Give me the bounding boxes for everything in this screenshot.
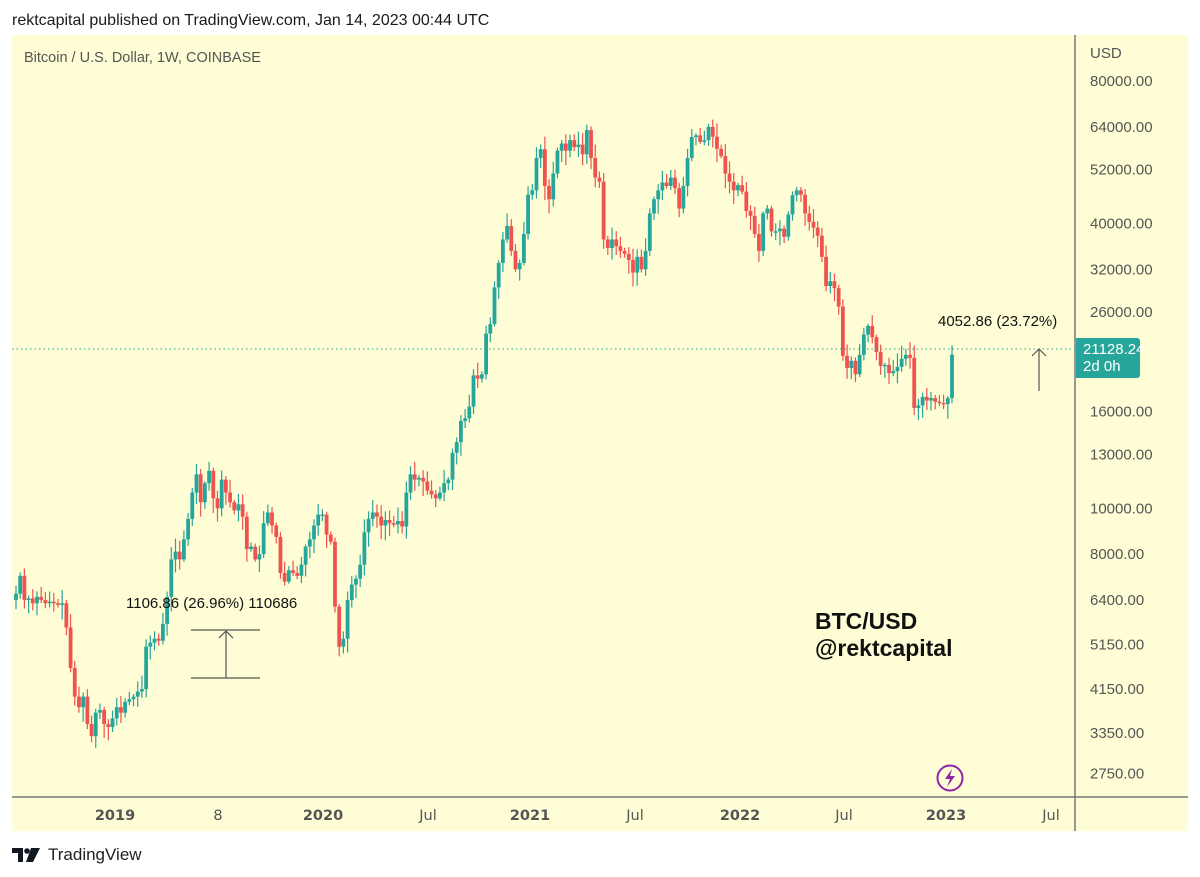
time-tick-label: Jul: [418, 808, 437, 824]
time-tick-label: 2019: [95, 808, 135, 824]
footer: TradingView: [12, 845, 142, 865]
price-tick-label: 3350.00: [1090, 725, 1144, 742]
watermark-symbol: BTC/USD: [815, 608, 918, 634]
time-tick-label: 2022: [720, 808, 760, 824]
measure-label-2019: 1106.86 (26.96%) 110686: [126, 595, 297, 612]
last-price-tag: 21128.24 2d 0h: [1076, 338, 1145, 378]
chart-area[interactable]: [12, 35, 1188, 831]
price-tick-label: 52000.00: [1090, 162, 1153, 179]
time-tick-label: Jul: [625, 808, 644, 824]
price-tick-label: 6400.00: [1090, 592, 1144, 609]
publish-header: rektcapital published on TradingView.com…: [12, 12, 490, 29]
time-tick-label: 8: [213, 808, 222, 824]
time-axis[interactable]: 2019 8 2020 Jul 2021 Jul 2022 Jul 2023 Jul: [95, 808, 1060, 824]
arrow-up-icon: [1031, 348, 1047, 357]
time-tick-label: 2023: [926, 808, 966, 824]
svg-text:USD: USD: [1090, 45, 1122, 62]
measure-tool-2023[interactable]: 4052.86 (23.72%): [938, 313, 1057, 391]
measure-tool-2019[interactable]: 1106.86 (26.96%) 110686: [126, 595, 297, 679]
time-tick-label: 2021: [510, 808, 550, 824]
price-tick-label: 80000.00: [1090, 73, 1153, 90]
price-tick-label: 26000.00: [1090, 304, 1153, 321]
price-tick-label: 5150.00: [1090, 637, 1144, 654]
lightning-icon[interactable]: [936, 764, 964, 792]
tradingview-brand: TradingView: [48, 845, 142, 864]
time-tick-label: Jul: [1041, 808, 1060, 824]
time-tick-label: 2020: [303, 808, 343, 824]
price-tick-label: 8000.00: [1090, 546, 1144, 563]
price-axis[interactable]: USD 80000.00 64000.00 52000.00 40000.00 32000…: [1090, 45, 1153, 783]
price-tick-label: 40000.00: [1090, 215, 1153, 232]
time-tick-label: Jul: [834, 808, 853, 824]
price-tick-label: 2750.00: [1090, 766, 1144, 783]
watermark: BTC/USD @rektcapital: [815, 608, 952, 662]
measure-label-2023: 4052.86 (23.72%): [938, 313, 1057, 330]
price-tick-label: 4150.00: [1090, 681, 1144, 698]
candle-countdown: 2d 0h: [1083, 358, 1121, 375]
price-tick-label: 10000.00: [1090, 500, 1153, 517]
price-tick-label: 16000.00: [1090, 404, 1153, 421]
price-tick-label: 13000.00: [1090, 446, 1153, 463]
candle-series: [14, 119, 954, 749]
price-tick-label: 64000.00: [1090, 119, 1153, 136]
watermark-author: @rektcapital: [815, 635, 953, 661]
last-price-value: 21128.24: [1083, 341, 1145, 358]
symbol-title: Bitcoin / U.S. Dollar, 1W, COINBASE: [24, 50, 261, 66]
tradingview-logo-icon: [12, 848, 40, 862]
price-tick-label: 32000.00: [1090, 261, 1153, 278]
arrow-up-icon: [218, 630, 234, 639]
